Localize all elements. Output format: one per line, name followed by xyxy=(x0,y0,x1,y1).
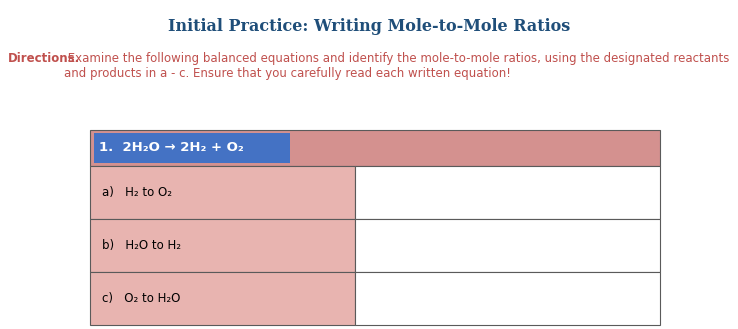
Text: c)   O₂ to H₂O: c) O₂ to H₂O xyxy=(102,292,180,305)
Bar xyxy=(355,166,660,219)
Bar xyxy=(90,166,355,219)
Text: Examine the following balanced equations and identify the mole-to-mole ratios, u: Examine the following balanced equations… xyxy=(64,52,729,80)
Text: b)   H₂O to H₂: b) H₂O to H₂ xyxy=(102,239,181,252)
Text: Initial Practice: Writing Mole-to-Mole Ratios: Initial Practice: Writing Mole-to-Mole R… xyxy=(168,18,570,35)
Bar xyxy=(355,219,660,272)
Bar xyxy=(90,219,355,272)
Bar xyxy=(90,130,660,166)
Bar xyxy=(90,272,355,325)
Bar xyxy=(94,133,290,163)
Bar xyxy=(355,272,660,325)
Text: a)   H₂ to O₂: a) H₂ to O₂ xyxy=(102,186,172,199)
Text: Directions.: Directions. xyxy=(8,52,80,65)
Text: 1.  2H₂O → 2H₂ + O₂: 1. 2H₂O → 2H₂ + O₂ xyxy=(99,141,244,155)
